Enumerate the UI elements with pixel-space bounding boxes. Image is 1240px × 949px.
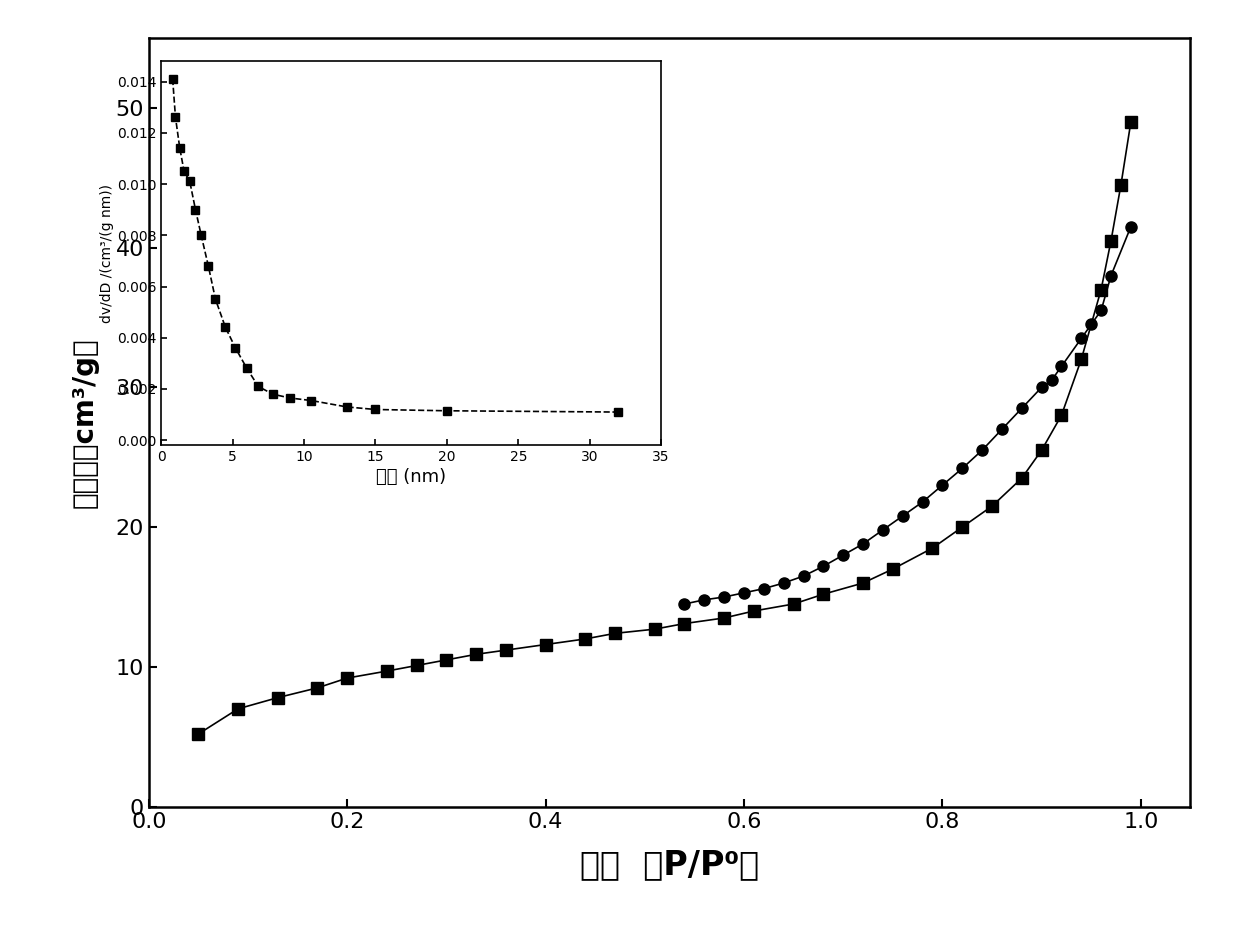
Y-axis label: dv/dD /(cm³/(g nm)): dv/dD /(cm³/(g nm)) [100, 184, 114, 323]
X-axis label: 比压  （P/P⁰）: 比压 （P/P⁰） [580, 848, 759, 882]
X-axis label: 孔径 (nm): 孔径 (nm) [376, 469, 446, 487]
Y-axis label: 吸附量（cm³/g）: 吸附量（cm³/g） [71, 337, 99, 508]
